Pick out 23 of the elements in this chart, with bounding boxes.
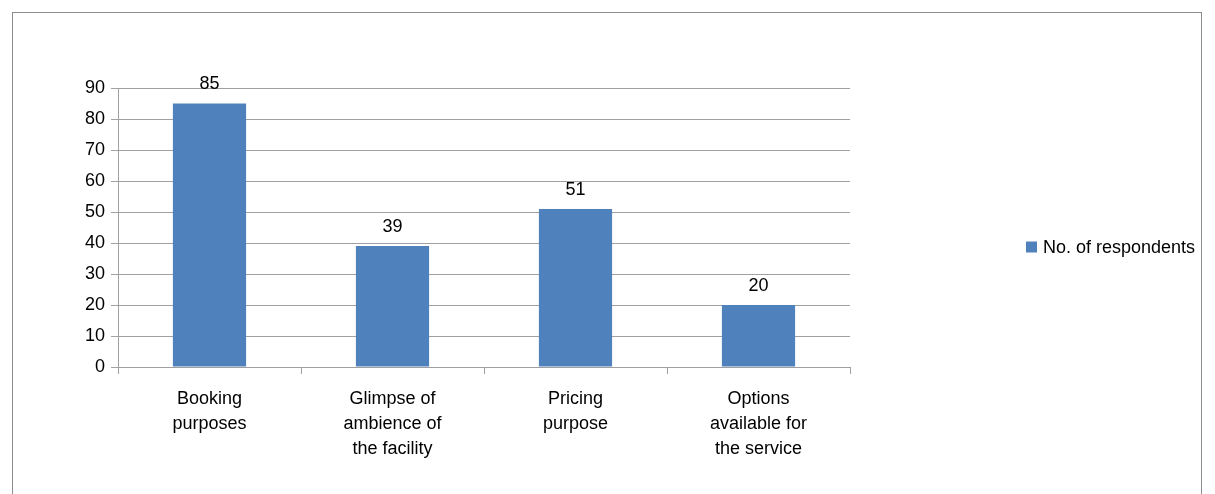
x-tick-label: Pricing purpose: [542, 387, 609, 433]
y-tick-label: 70: [84, 138, 105, 159]
y-tick-label: 40: [84, 231, 105, 252]
bar: [355, 246, 430, 367]
y-tick-label: 30: [84, 262, 105, 283]
data-label: 51: [565, 178, 586, 199]
x-tick-label: Booking purposes: [172, 387, 247, 433]
legend-label: No. of respondents: [1042, 236, 1195, 258]
y-tick-label: 60: [84, 169, 105, 190]
bar: [721, 305, 796, 367]
y-tick-label: 80: [84, 107, 105, 128]
y-tick-label: 50: [84, 200, 105, 221]
x-tick-label: Glimpse of ambience of the facility: [343, 387, 443, 458]
y-tick-label: 20: [84, 293, 105, 314]
y-tick-label: 90: [84, 76, 105, 97]
data-label: 85: [199, 73, 220, 94]
y-tick-label: 0: [94, 355, 105, 376]
x-tick-label: Options available for the service: [709, 387, 808, 458]
bar: [172, 103, 247, 367]
data-label: 39: [382, 216, 403, 237]
data-label: 20: [748, 274, 769, 295]
bar: [538, 208, 613, 367]
y-tick-label: 10: [84, 324, 105, 345]
